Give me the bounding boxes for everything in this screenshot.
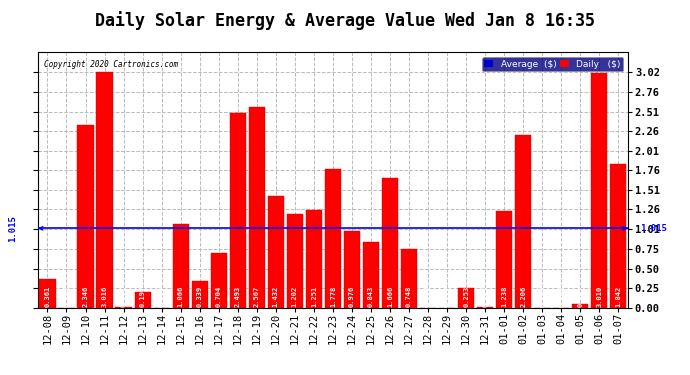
Bar [230, 113, 246, 308]
Text: 1.066: 1.066 [178, 285, 184, 307]
Text: 1.778: 1.778 [330, 285, 336, 307]
Text: 0.339: 0.339 [197, 285, 203, 307]
Text: Copyright 2020 Cartronics.com: Copyright 2020 Cartronics.com [44, 60, 178, 69]
Text: 1.015: 1.015 [640, 224, 667, 233]
Text: 0.000: 0.000 [444, 285, 450, 307]
Text: 2.493: 2.493 [235, 285, 241, 307]
Bar [192, 281, 208, 308]
Text: 0.197: 0.197 [139, 285, 146, 307]
Text: 1.238: 1.238 [501, 285, 507, 307]
Text: 0.000: 0.000 [425, 285, 431, 307]
Text: 0.361: 0.361 [44, 285, 50, 307]
Bar [210, 253, 227, 308]
Bar [515, 135, 531, 308]
Text: 0.000: 0.000 [159, 285, 165, 307]
Bar [248, 107, 265, 308]
Bar [39, 279, 56, 308]
Text: 0.253: 0.253 [463, 285, 469, 307]
Bar [591, 73, 607, 308]
Text: 0.001: 0.001 [121, 285, 126, 307]
Text: 2.206: 2.206 [520, 285, 526, 307]
Bar [325, 169, 341, 308]
Bar [382, 178, 398, 308]
Bar [344, 231, 360, 308]
Bar [172, 224, 189, 308]
Bar [268, 196, 284, 308]
Bar [496, 211, 512, 308]
Bar [135, 292, 150, 308]
Text: 2.567: 2.567 [254, 285, 260, 307]
Text: 1.202: 1.202 [292, 285, 298, 307]
Text: 0.003: 0.003 [482, 285, 488, 307]
Text: 1.432: 1.432 [273, 285, 279, 307]
Bar [306, 210, 322, 308]
Text: 1.251: 1.251 [311, 285, 317, 307]
Text: 0.704: 0.704 [216, 285, 221, 307]
Text: 2.346: 2.346 [83, 285, 88, 307]
Text: 1.015: 1.015 [8, 215, 17, 242]
Bar [77, 124, 94, 308]
Text: 1.666: 1.666 [387, 285, 393, 307]
Text: 0.000: 0.000 [540, 285, 545, 307]
Text: 0.976: 0.976 [349, 285, 355, 307]
Text: 0.748: 0.748 [406, 285, 412, 307]
Bar [363, 242, 379, 308]
Bar [572, 304, 589, 307]
Text: 1.842: 1.842 [615, 285, 622, 307]
Text: 3.010: 3.010 [596, 285, 602, 307]
Text: 0.000: 0.000 [558, 285, 564, 307]
Bar [458, 288, 474, 308]
Bar [610, 164, 627, 308]
Text: 0.843: 0.843 [368, 285, 374, 307]
Text: Daily Solar Energy & Average Value Wed Jan 8 16:35: Daily Solar Energy & Average Value Wed J… [95, 11, 595, 30]
Text: 3.016: 3.016 [101, 285, 108, 307]
Text: 0.049: 0.049 [578, 285, 583, 307]
Legend: Average  ($), Daily   ($): Average ($), Daily ($) [482, 57, 623, 71]
Bar [401, 249, 417, 308]
Text: 0.000: 0.000 [63, 285, 70, 307]
Bar [97, 72, 112, 308]
Bar [287, 214, 303, 308]
